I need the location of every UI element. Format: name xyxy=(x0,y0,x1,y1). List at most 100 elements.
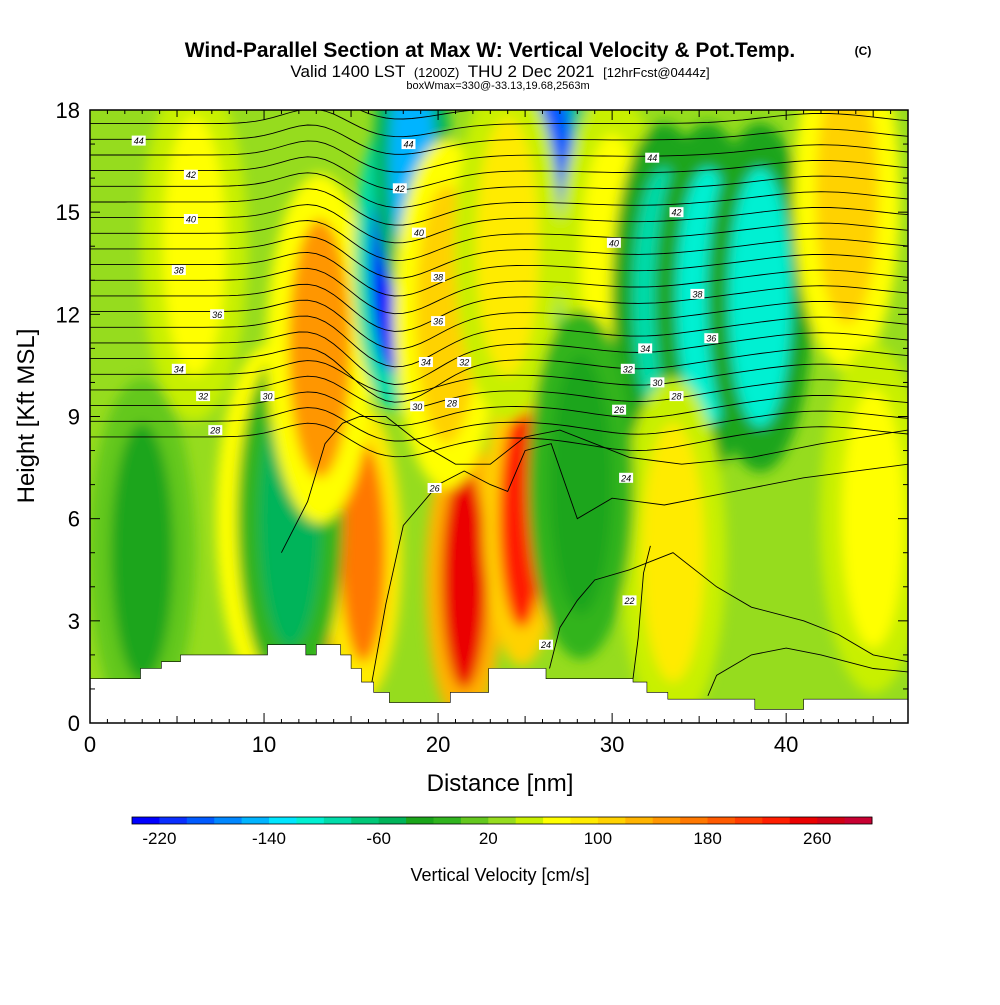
theta-label-text: 38 xyxy=(433,272,443,282)
theta-label: 42 xyxy=(669,207,684,218)
theta-isoline xyxy=(707,647,908,696)
velocity-feature xyxy=(549,355,613,615)
theta-isoline xyxy=(90,391,908,426)
theta-label-text: 44 xyxy=(403,140,413,150)
theta-isoline xyxy=(90,204,908,244)
colorbar-swatch xyxy=(378,817,407,824)
theta-label-bg xyxy=(208,425,223,436)
colorbar-swatch xyxy=(351,817,380,824)
theta-label-bg xyxy=(431,271,446,282)
theta-isoline xyxy=(90,315,908,368)
theta-label-text: 36 xyxy=(706,334,716,344)
theta-label-bg xyxy=(183,214,198,224)
theta-label-bg xyxy=(183,169,198,180)
theta-label-bg xyxy=(171,265,186,276)
theta-label-text: 36 xyxy=(212,310,222,320)
theta-label: 26 xyxy=(612,404,627,415)
theta-label: 40 xyxy=(183,214,198,225)
colorbar-tick-label: 260 xyxy=(803,829,831,848)
velocity-feature xyxy=(476,116,540,376)
colorbar: -220 -140 -60 20 100 180 260 xyxy=(131,816,873,848)
theta-isoline xyxy=(90,110,908,138)
theta-label-text: 44 xyxy=(647,153,657,163)
theta-label-bg xyxy=(539,639,553,650)
x-tick-label: 10 xyxy=(252,732,276,757)
theta-label-bg xyxy=(210,309,225,320)
velocity-feature xyxy=(288,218,352,478)
x-tick-label: 40 xyxy=(774,732,798,757)
theta-label-bg xyxy=(427,483,442,493)
colorbar-tick-label: -220 xyxy=(142,829,176,848)
theta-label-bg xyxy=(392,183,407,194)
x-tick-label: 30 xyxy=(600,732,624,757)
theta-label: 24 xyxy=(619,472,634,483)
theta-label: 38 xyxy=(690,288,705,299)
colorbar-swatch xyxy=(269,817,297,824)
y-axis-label: Height [Kft MSL] xyxy=(13,329,40,504)
colorbar-swatch xyxy=(789,817,818,824)
theta-isoline xyxy=(90,283,908,332)
theta-label-text: 30 xyxy=(412,402,422,412)
theta-label-text: 36 xyxy=(433,317,443,327)
colorbar-swatch xyxy=(433,817,462,824)
colorbar-label: Vertical Velocity [cm/s] xyxy=(410,865,589,885)
theta-isoline xyxy=(280,416,908,553)
colorbar-swatch xyxy=(570,817,599,824)
theta-isoline xyxy=(632,545,651,679)
colorbar-swatch xyxy=(515,817,544,824)
velocity-feature xyxy=(441,470,487,689)
x-axis: 0 10 20 30 40 xyxy=(84,110,892,757)
theta-label-bg xyxy=(171,363,186,374)
theta-isoline xyxy=(371,443,908,683)
theta-label-text: 30 xyxy=(652,378,662,388)
theta-label: 30 xyxy=(260,391,275,402)
colorbar-swatch xyxy=(488,817,517,824)
colorbar-swatch xyxy=(323,817,352,824)
theta-label: 30 xyxy=(410,401,425,412)
theta-label-bg xyxy=(418,357,433,367)
theta-isoline xyxy=(90,140,908,173)
chart-title: Wind-Parallel Section at Max W: Vertical… xyxy=(185,39,796,62)
theta-label-text: 40 xyxy=(414,228,424,238)
theta-label-text: 32 xyxy=(198,392,208,402)
y-tick-label: 9 xyxy=(68,405,80,430)
theta-isoline xyxy=(90,375,908,411)
y-tick-label: 6 xyxy=(68,507,80,532)
velocity-feature xyxy=(110,423,174,683)
theta-label: 44 xyxy=(131,135,146,146)
theta-label-text: 22 xyxy=(623,596,634,606)
theta-label-text: 28 xyxy=(209,426,220,436)
plot-area: 44 42 40 38 36 34 32 30 28 44 42 40 38 36 34 32 30 28 26 44… xyxy=(90,110,908,723)
theta-label-bg xyxy=(645,152,660,163)
valid-date: THU 2 Dec 2021 xyxy=(468,62,595,81)
theta-isoline xyxy=(90,360,908,395)
theta-label: 40 xyxy=(411,227,426,238)
theta-label-text: 28 xyxy=(670,392,681,402)
theta-isoline xyxy=(90,220,908,261)
colorbar-swatch xyxy=(296,817,325,824)
colorbar-tick-label: 20 xyxy=(479,829,498,848)
theta-label: 42 xyxy=(183,169,198,180)
theta-label: 32 xyxy=(196,391,211,402)
theta-isoline xyxy=(90,236,908,279)
theta-label-text: 34 xyxy=(640,344,650,354)
forecast-info: [12hrFcst@0444z] xyxy=(603,65,709,80)
theta-isoline xyxy=(90,188,908,226)
velocity-feature xyxy=(841,389,905,649)
theta-label-text: 24 xyxy=(540,640,551,650)
colorbar-swatch xyxy=(132,817,160,824)
theta-label-bg xyxy=(196,391,211,402)
terrain xyxy=(90,644,908,723)
theta-label: 22 xyxy=(622,595,637,606)
theta-label-text: 40 xyxy=(186,215,196,225)
theta-label: 34 xyxy=(171,363,186,374)
theta-label: 28 xyxy=(208,425,223,436)
theta-label-bg xyxy=(431,316,446,327)
colorbar-tick-label: -60 xyxy=(366,829,391,848)
theta-label-text: 26 xyxy=(429,484,440,494)
valid-time-line: Valid 1400 LST (1200Z) THU 2 Dec 2021 [1… xyxy=(290,62,709,81)
colorbar-swatch xyxy=(543,817,572,824)
